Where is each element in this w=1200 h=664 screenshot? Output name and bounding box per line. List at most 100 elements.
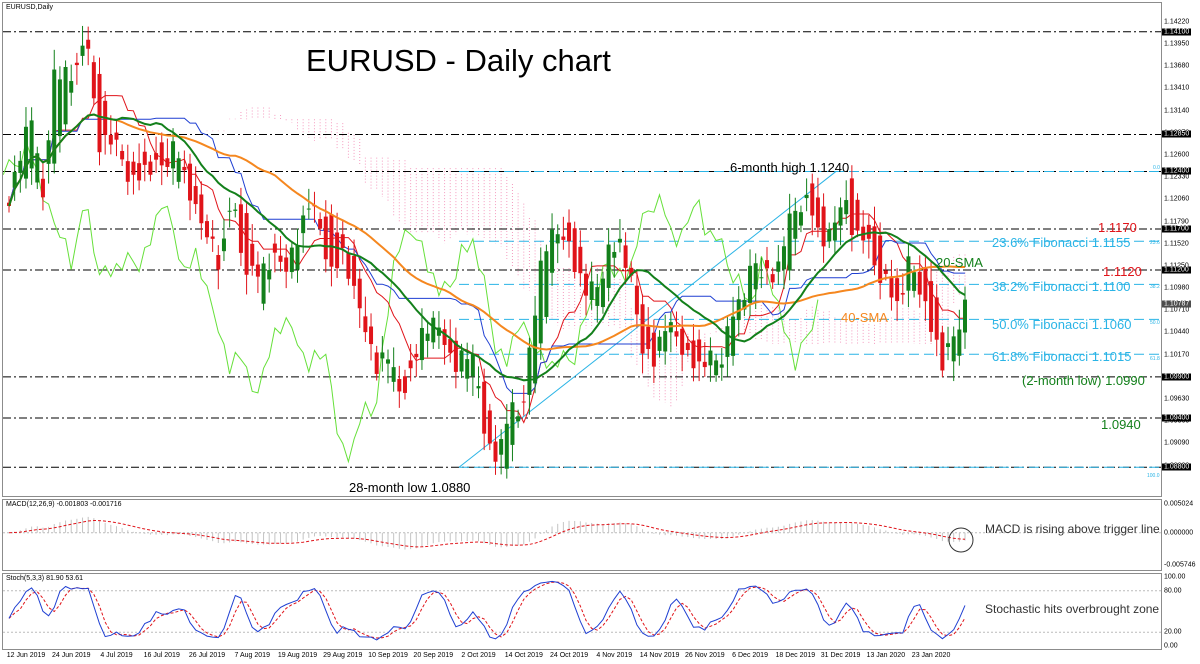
candle-body (680, 328, 685, 355)
price-tick-label: 1.10170 (1164, 351, 1190, 359)
date-tick-label: 26 Jul 2019 (188, 652, 226, 659)
candle-body (685, 342, 690, 350)
candle-body (657, 336, 662, 351)
stochastic-tick-label: 100.00 (1164, 573, 1186, 581)
candle-body (176, 158, 181, 182)
candle-body (329, 214, 334, 267)
candle-body (408, 360, 413, 369)
candle-body (120, 150, 125, 160)
candle-body (725, 326, 730, 357)
price-level-box: 1.08800 (1162, 463, 1192, 471)
candle-body (74, 62, 79, 66)
candle-body (815, 197, 820, 228)
candle-body (442, 329, 447, 345)
fib-236-label: 23.6% Fibonacci 1.1155 (992, 235, 1131, 250)
price-level-box: 1.14100 (1162, 28, 1192, 36)
price-level-box: 1.11700 (1162, 225, 1191, 233)
candle-body (697, 339, 702, 362)
stochastic-tick-label: 0.00 (1164, 642, 1178, 650)
macd-tick-label: -0.005746 (1164, 561, 1196, 569)
macd-y-axis: 0.005024 0.000000 -0.005746 (1161, 499, 1200, 571)
price-level-box: 1.12850 (1162, 130, 1192, 138)
candle-body (357, 278, 362, 309)
six-month-high-label: 6-month high 1.1240 (730, 160, 850, 175)
price-tick-label: 1.09630 (1164, 395, 1190, 403)
candle-body (306, 208, 311, 210)
candle-body (227, 210, 232, 212)
candle-body (798, 212, 803, 226)
candle-body (278, 255, 283, 262)
candle-body (482, 381, 487, 434)
candle-body (946, 343, 951, 348)
candle-body (402, 376, 407, 393)
candle-body (572, 228, 577, 272)
candle-body (63, 66, 68, 125)
candle-body (634, 285, 639, 315)
candle-body (753, 263, 758, 290)
candle-body (742, 299, 747, 310)
candle-body (57, 79, 62, 137)
candle-body (793, 210, 798, 239)
candle-body (623, 245, 628, 268)
candle-body (872, 226, 877, 266)
candle-body (923, 267, 928, 302)
candle-body (386, 359, 391, 364)
macd-panel: MACD(12,26,9) -0.001803 -0.001716 MACD i… (2, 499, 1162, 571)
sma20-line (8, 113, 966, 382)
candle-body (663, 331, 668, 352)
candle-body (35, 153, 40, 183)
date-tick-label: 4 Jul 2019 (100, 652, 133, 659)
candle-body (929, 281, 934, 332)
candle-body (363, 316, 368, 333)
candle-body (731, 316, 736, 356)
macd-chart-svg (3, 516, 1161, 553)
date-tick-label: 10 Sep 2019 (368, 652, 408, 659)
date-tick-label: 6 Dec 2019 (732, 652, 768, 659)
candle-body (18, 160, 23, 173)
price-tick-label: 1.13140 (1164, 107, 1190, 115)
candle-body (583, 273, 588, 296)
candle-body (476, 386, 481, 389)
candle-body (221, 238, 226, 252)
chart-title: EURUSD - Daily chart (306, 43, 611, 78)
price-level-box: 1.12400 (1162, 167, 1192, 175)
candle-body (272, 243, 277, 253)
candle-body (40, 178, 45, 198)
candle-body (714, 360, 719, 376)
date-tick-label: 24 Oct 2019 (549, 652, 589, 659)
price-tick-label: 1.14220 (1164, 18, 1190, 26)
candle-body (940, 332, 945, 371)
fib-tag-618: 61.8 (1150, 356, 1160, 362)
candle-body (516, 416, 521, 422)
candle-body (900, 293, 905, 295)
candle-body (895, 278, 900, 302)
fib-tag-236: 23.6 (1150, 240, 1160, 246)
candle-body (453, 340, 458, 372)
candle-body (233, 209, 238, 211)
date-tick-label: 14 Nov 2019 (639, 652, 680, 659)
candle-body (600, 278, 605, 308)
candle-body (97, 73, 102, 153)
date-tick-label: 23 Jan 2020 (911, 652, 951, 659)
candle-body (555, 234, 560, 244)
date-tick-label: 16 Jul 2019 (143, 652, 180, 659)
date-tick-label: 7 Aug 2019 (234, 652, 270, 659)
chikou-span-line (3, 139, 819, 464)
candle-body (108, 134, 113, 145)
candle-body (318, 219, 323, 229)
candle-body (617, 238, 622, 243)
macd-tick-label: 0.005024 (1164, 500, 1194, 508)
candle-body (963, 299, 967, 333)
candle-body (934, 297, 939, 340)
macd-highlight-circle (948, 527, 974, 553)
candle-body (238, 204, 243, 253)
stochastic-chart-svg (3, 580, 1161, 641)
price-tick-label: 1.11250 (1164, 262, 1189, 269)
fib-382-label: 38.2% Fibonacci 1.1100 (992, 279, 1131, 294)
candle-body (878, 235, 883, 283)
candle-body (131, 161, 136, 175)
candle-body (459, 350, 464, 372)
candle-body (781, 246, 786, 270)
fib-tag-500: 50.0 (1150, 320, 1160, 326)
date-tick-label: 31 Dec 2019 (820, 652, 861, 659)
